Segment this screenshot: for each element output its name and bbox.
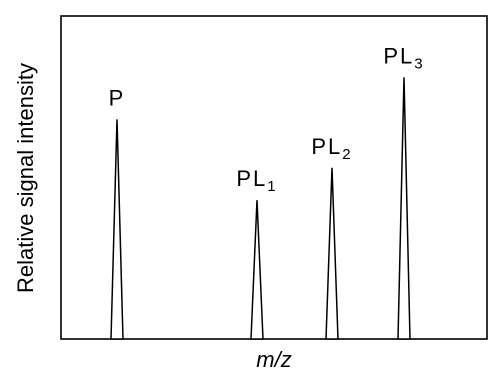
peak-group: P PL1 PL2 PL3: [109, 43, 424, 340]
peak-label-1: P: [109, 85, 126, 110]
peak-3: [325, 167, 339, 340]
peak-label-2: PL1: [236, 166, 277, 195]
x-axis-label: m/z: [256, 347, 291, 372]
peak-label-4: PL3: [383, 43, 424, 72]
peak-2: [250, 200, 264, 340]
plot-frame: [60, 15, 488, 340]
y-axis-label: Relative signal intensity: [13, 63, 38, 293]
peak-label-3: PL2: [311, 134, 352, 163]
peak-1: [110, 119, 124, 340]
peak-4: [397, 77, 411, 340]
